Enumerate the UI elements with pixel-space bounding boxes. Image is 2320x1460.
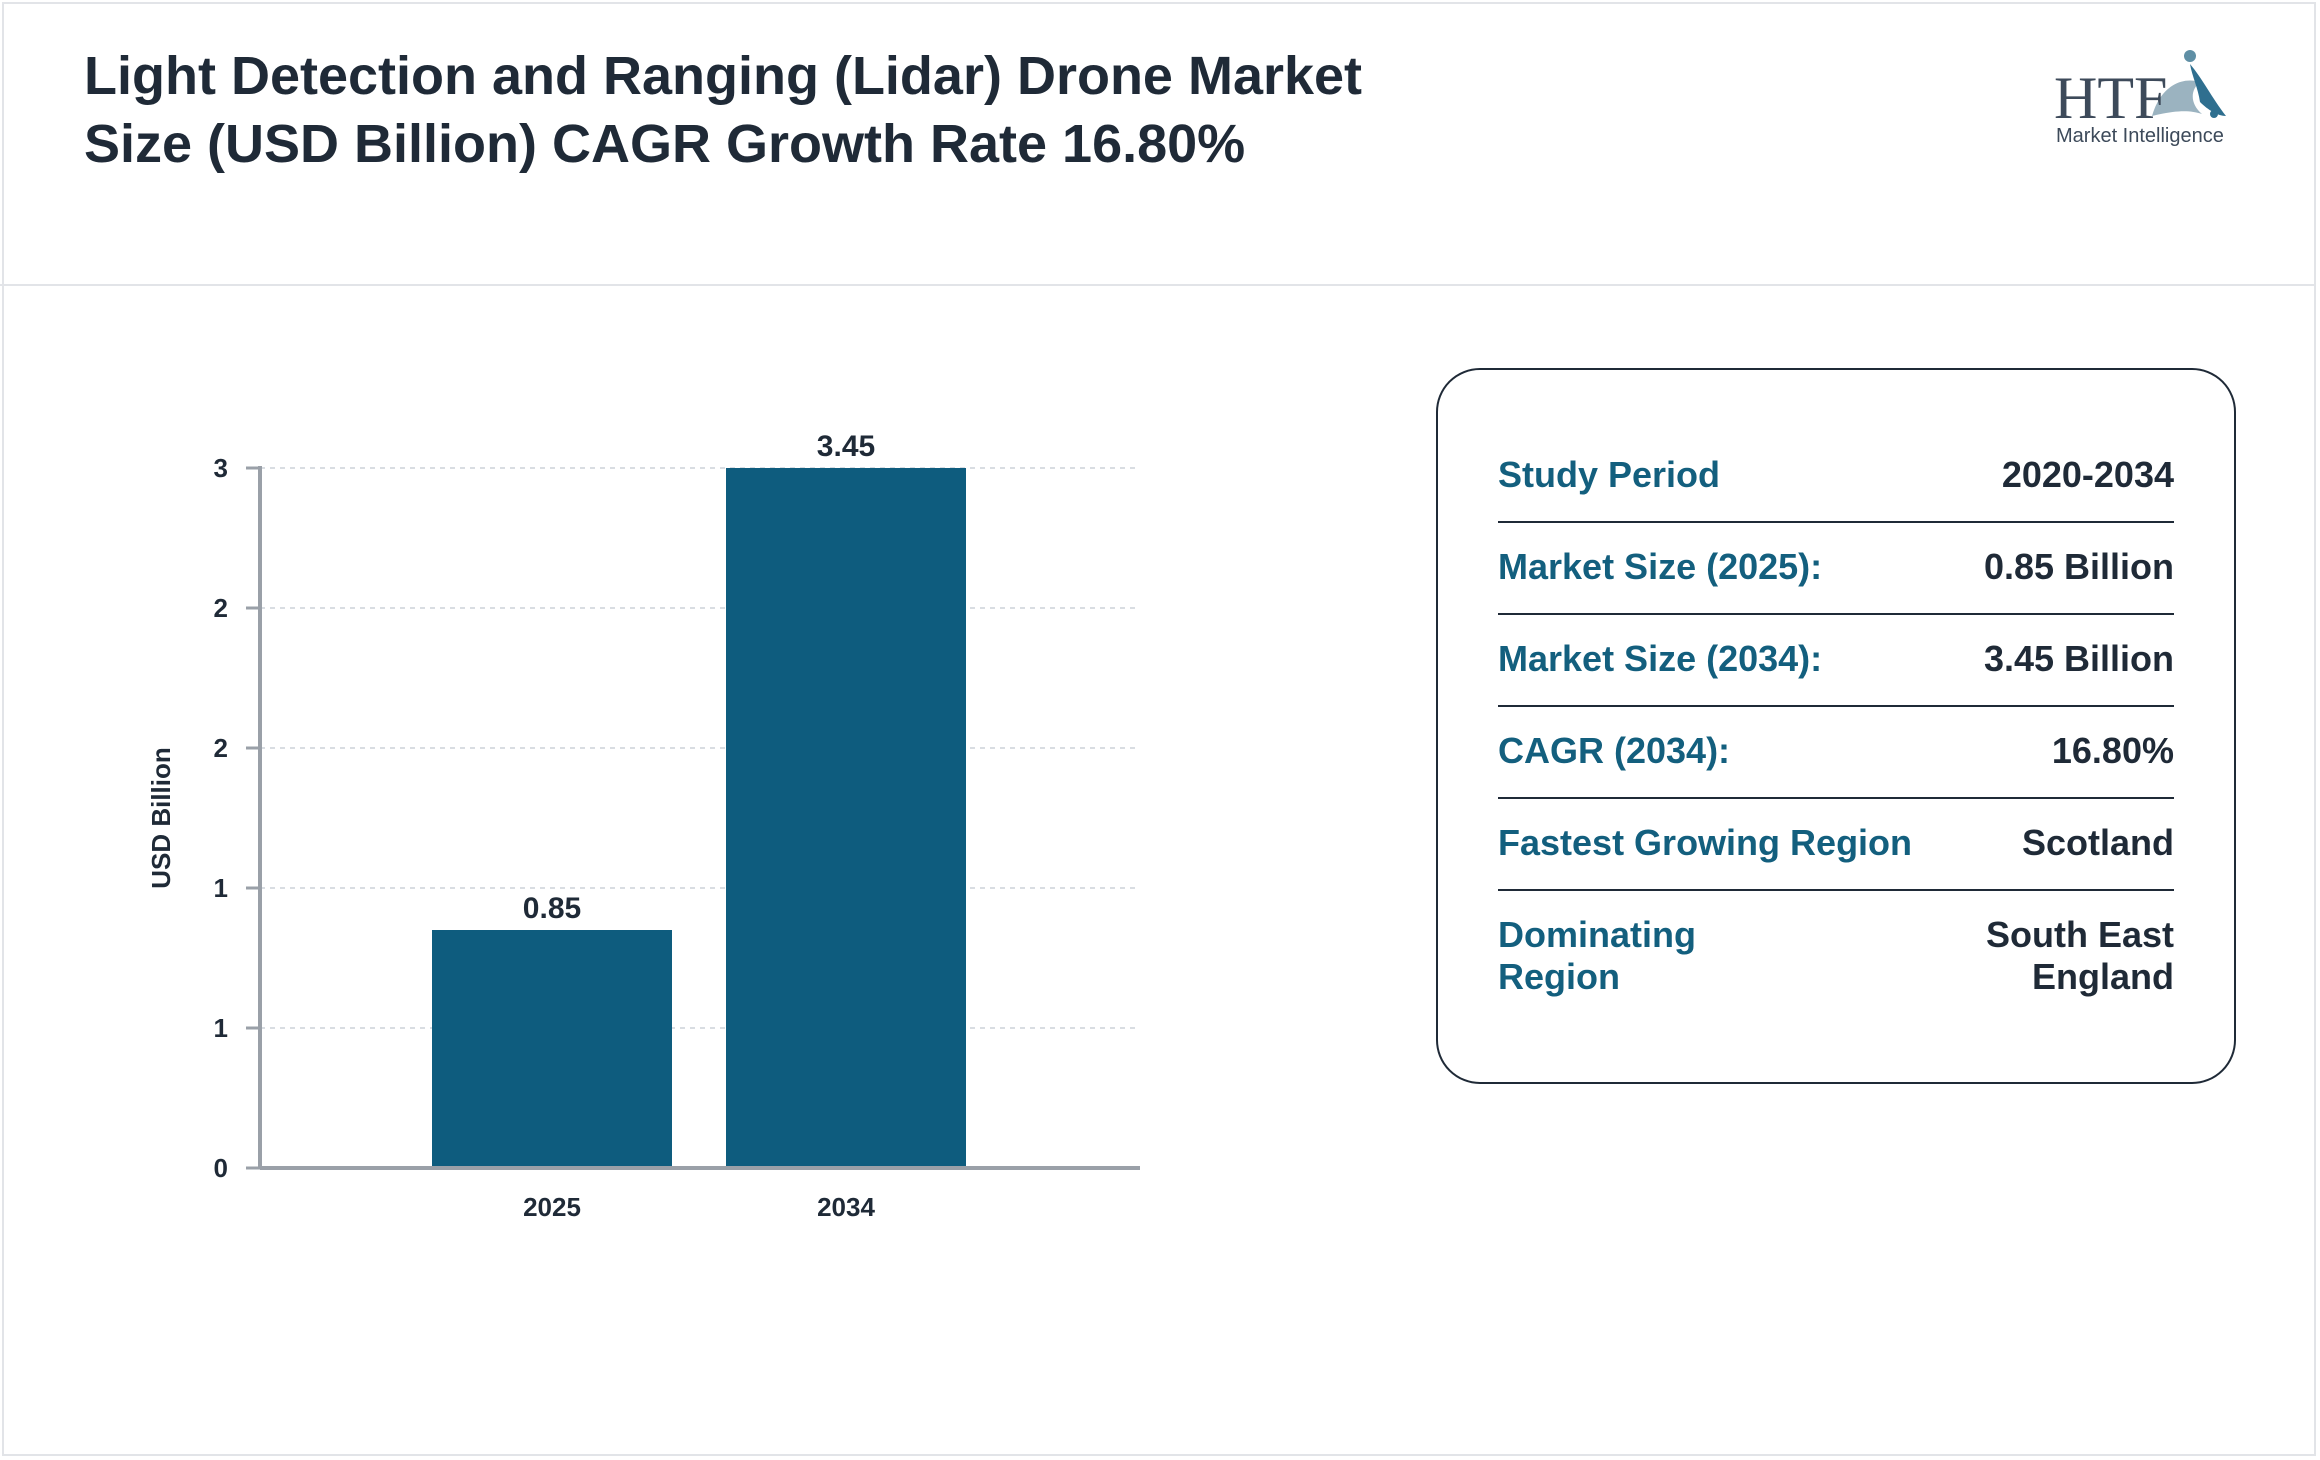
logo-main-text: HTF xyxy=(2054,65,2167,131)
bar xyxy=(726,468,966,1168)
x-tick-label: 2034 xyxy=(817,1192,875,1222)
info-value: 16.80% xyxy=(2051,730,2174,771)
grid-lines xyxy=(260,467,1140,1169)
x-tick-label: 2025 xyxy=(523,1192,581,1222)
y-tick-label: 2 xyxy=(214,733,228,763)
info-row-study-period: Study Period 2020-2034 xyxy=(1498,454,2174,496)
info-key: Fastest Growing Region xyxy=(1498,822,1913,863)
info-key: CAGR (2034): xyxy=(1498,730,1731,771)
info-value: South East England xyxy=(1985,914,2174,997)
header: Light Detection and Ranging (Lidar) Dron… xyxy=(0,0,2316,286)
info-value: 2020-2034 xyxy=(2001,454,2174,495)
bar xyxy=(432,930,672,1168)
y-axis-title: USD Billion xyxy=(146,747,176,889)
divider xyxy=(1498,521,2174,523)
y-tick-label: 0 xyxy=(214,1153,228,1183)
bar-data-label: 0.85 xyxy=(523,892,581,925)
info-row-dominating-region: Dominating Region South East England xyxy=(1498,914,2174,998)
y-tick-label: 1 xyxy=(214,1013,228,1043)
page-title: Light Detection and Ranging (Lidar) Dron… xyxy=(84,46,1363,174)
info-key: Market Size (2025): xyxy=(1498,546,1823,587)
axes xyxy=(246,466,1140,1170)
info-value: 3.45 Billion xyxy=(1983,638,2174,679)
info-key: Market Size (2034): xyxy=(1498,638,1823,679)
divider xyxy=(1498,889,2174,891)
logo-sub-text: Market Intelligence xyxy=(2056,125,2224,147)
info-key: Dominating Region xyxy=(1498,914,1696,997)
bars xyxy=(432,468,966,1168)
info-key: Study Period xyxy=(1498,454,1721,495)
labels: 0 1 1 2 2 3 0.85 2025 3.45 2034 USD Billion xyxy=(146,430,875,1222)
info-value: 0.85 Billion xyxy=(1983,546,2174,587)
info-row-market-size-2034: Market Size (2034): 3.45 Billion xyxy=(1498,638,2174,680)
bar-data-label: 3.45 xyxy=(817,430,875,463)
divider xyxy=(1498,705,2174,707)
info-row-fastest-region: Fastest Growing Region Scotland xyxy=(1498,822,2174,864)
logo-swoosh-icon xyxy=(2152,50,2226,118)
info-row-cagr: CAGR (2034): 16.80% xyxy=(1498,730,2174,772)
y-tick-label: 1 xyxy=(214,873,228,903)
bar-chart: 0 1 1 2 2 3 0.85 2025 3.45 2034 USD Billion xyxy=(146,430,1140,1222)
info-row-market-size-2025: Market Size (2025): 0.85 Billion xyxy=(1498,546,2174,588)
info-card: Study Period 2020-2034 Market Size (2025… xyxy=(1436,368,2236,1084)
info-value: Scotland xyxy=(2021,822,2174,863)
divider xyxy=(1498,797,2174,799)
y-tick-label: 3 xyxy=(214,453,228,483)
y-tick-label: 2 xyxy=(214,593,228,623)
divider xyxy=(1498,613,2174,615)
htf-logo: HTF Market Intelligence xyxy=(2054,50,2226,147)
